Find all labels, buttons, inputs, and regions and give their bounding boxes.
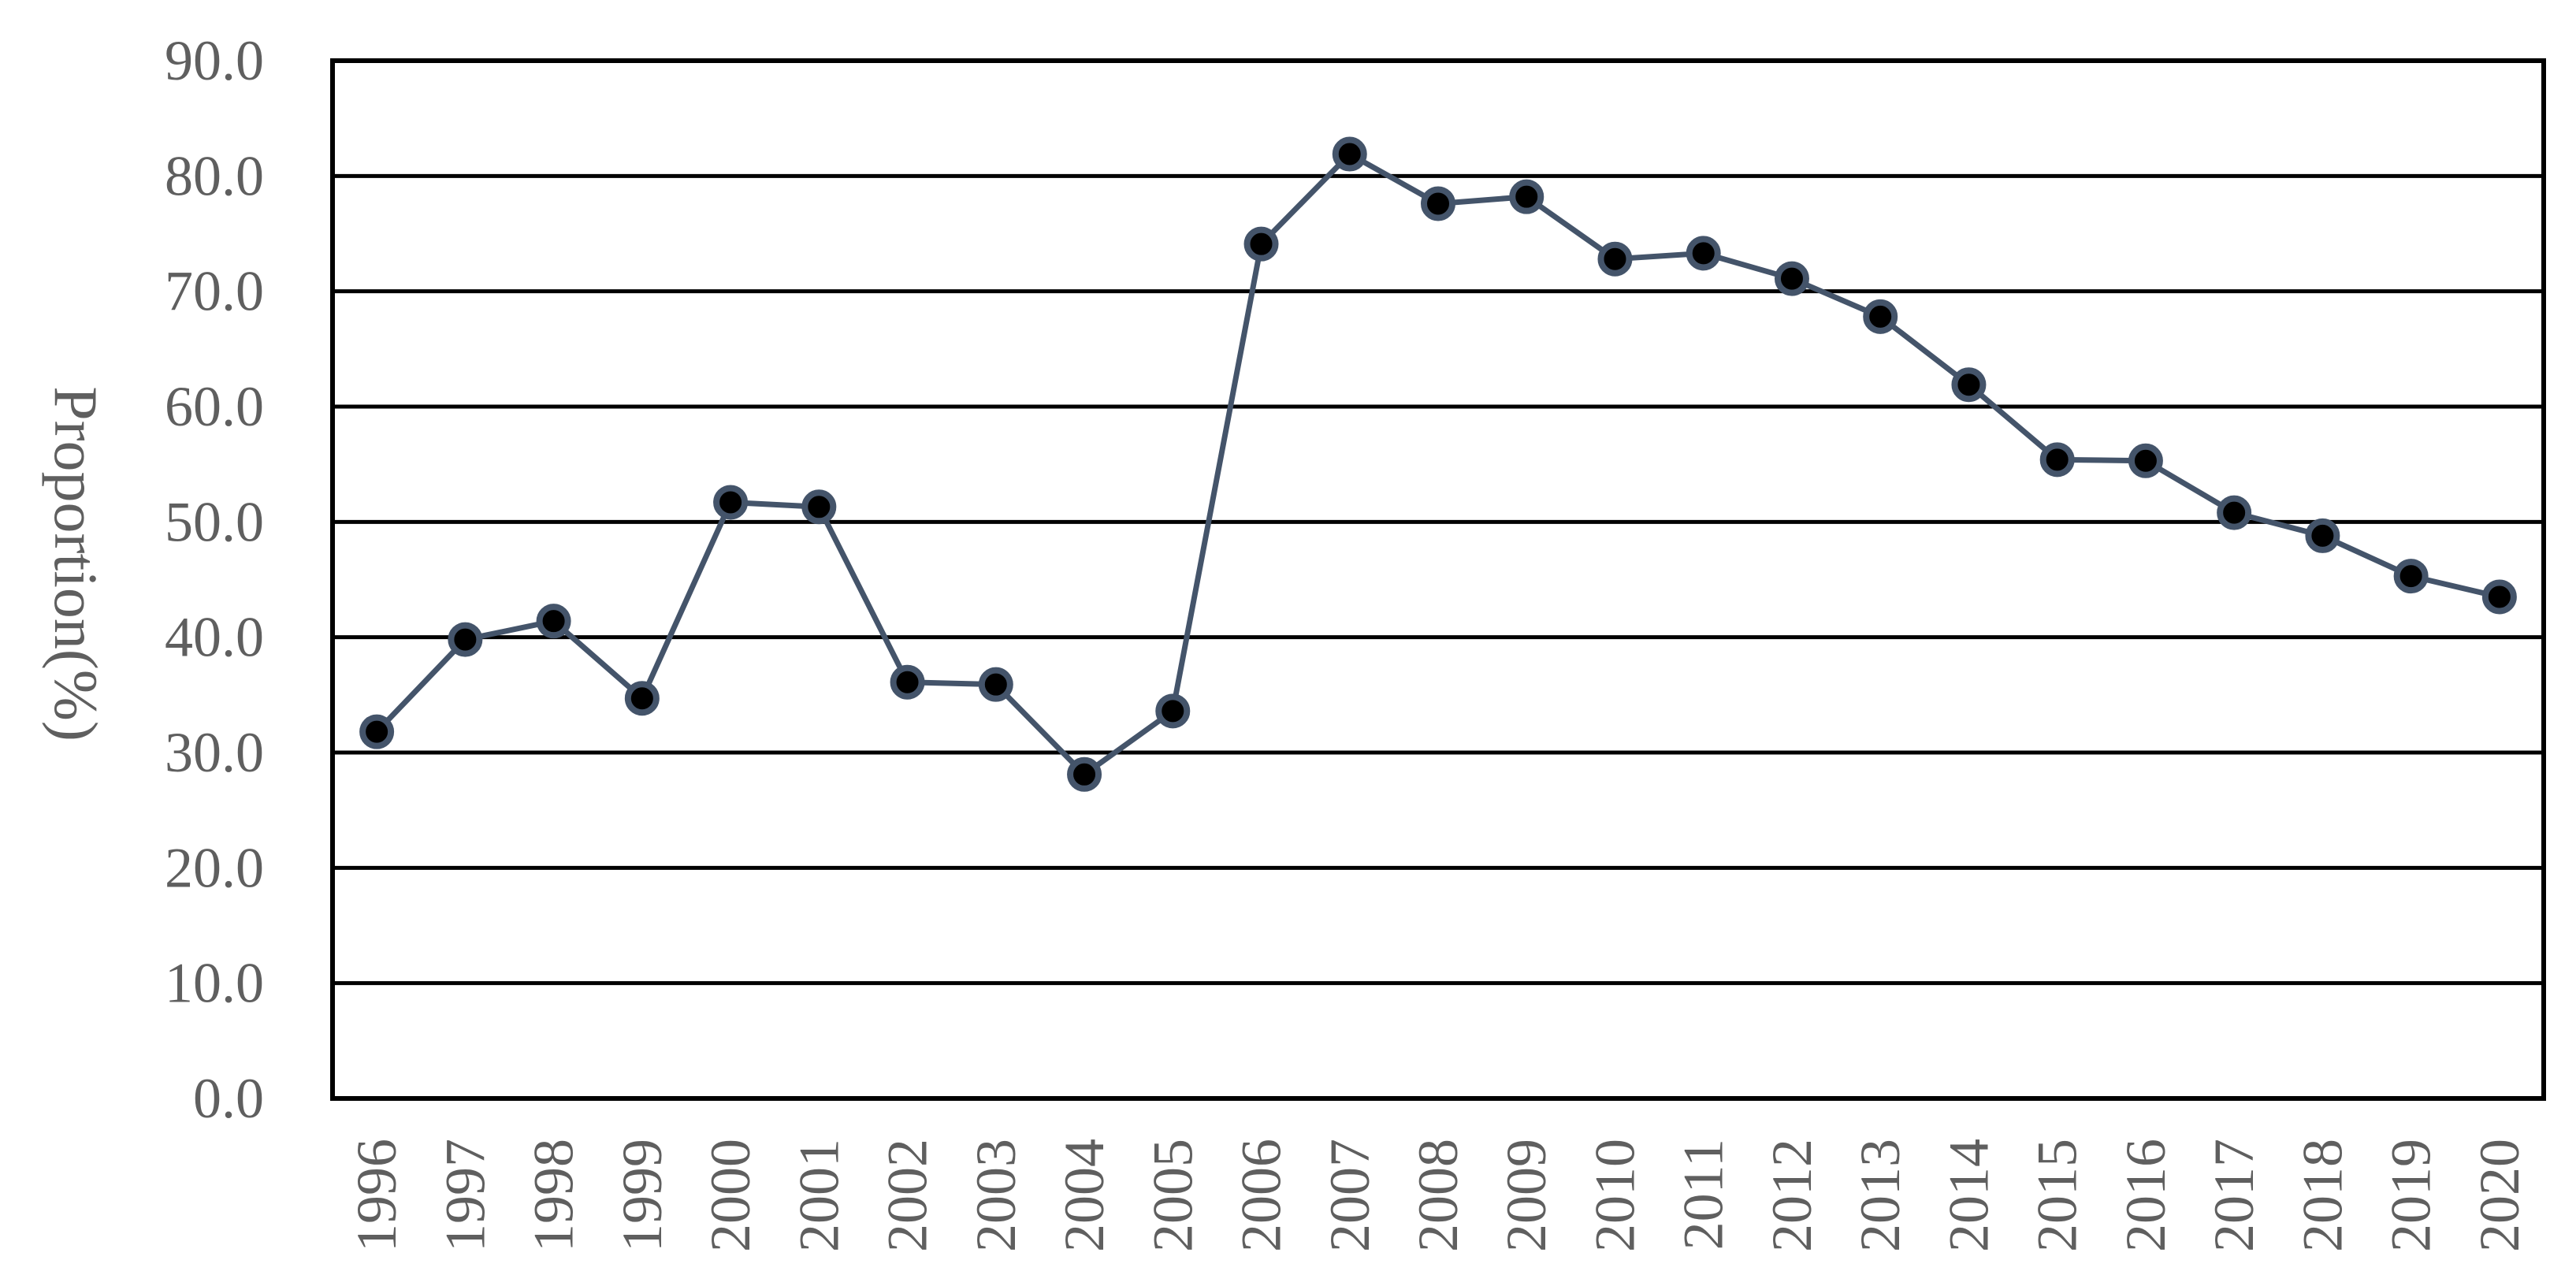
data-point (2128, 443, 2163, 478)
x-tick-label: 2008 (1407, 1139, 1470, 1252)
y-tick-label: 10.0 (165, 952, 264, 1015)
y-tick-label: 20.0 (165, 836, 264, 899)
y-tick-label: 0.0 (193, 1067, 264, 1130)
y-tick-label: 70.0 (165, 260, 264, 323)
data-point (1686, 236, 1721, 271)
data-point (801, 489, 837, 525)
data-point (2481, 579, 2517, 615)
y-tick-label: 90.0 (165, 29, 264, 92)
x-tick-label: 2013 (1849, 1139, 1912, 1252)
x-tick-label: 2014 (1937, 1139, 2000, 1252)
data-point (1421, 186, 1455, 221)
data-point (448, 622, 483, 657)
x-tick-label: 2010 (1583, 1139, 1646, 1252)
y-tick-label: 30.0 (165, 721, 264, 784)
x-tick-labels: 1996 1997 1998 1999 2000 2001 2002 2003 2004 2005… (345, 1139, 2531, 1252)
x-tick-label: 2018 (2291, 1139, 2354, 1252)
y-axis-title: Proportion(%) (42, 386, 110, 741)
data-point (1155, 693, 1191, 729)
x-tick-label: 2006 (1230, 1139, 1293, 1252)
x-tick-label: 2009 (1495, 1139, 1558, 1252)
data-point (536, 604, 571, 639)
data-point (2039, 442, 2075, 478)
data-point (1951, 367, 1987, 403)
data-point (2305, 518, 2340, 553)
data-point (1243, 226, 1279, 262)
x-tick-label: 2015 (2026, 1139, 2089, 1252)
x-tick-label: 1998 (522, 1139, 585, 1252)
x-tick-label: 1996 (345, 1139, 408, 1252)
x-tick-label: 2000 (699, 1139, 762, 1252)
plot-frame (330, 58, 2546, 1101)
gridlines (333, 173, 2544, 986)
data-point (1863, 299, 1898, 334)
y-tick-label: 40.0 (165, 606, 264, 669)
data-series (359, 136, 2517, 792)
x-tick-label: 1997 (433, 1139, 496, 1252)
data-point (1332, 136, 1367, 172)
x-tick-label: 2012 (1760, 1139, 1823, 1252)
y-tick-label: 60.0 (165, 375, 264, 438)
x-tick-label: 2002 (876, 1139, 939, 1252)
x-tick-label: 2005 (1141, 1139, 1204, 1252)
data-point (713, 485, 749, 520)
series-line (374, 151, 2500, 778)
data-point (978, 667, 1013, 702)
x-tick-label: 2011 (1672, 1139, 1735, 1250)
data-point (624, 681, 660, 716)
x-tick-label: 2020 (2468, 1139, 2531, 1252)
x-tick-label: 2016 (2114, 1139, 2177, 1252)
x-tick-label: 2003 (965, 1139, 1028, 1252)
data-point (1509, 179, 1544, 214)
x-tick-label: 2004 (1053, 1139, 1116, 1252)
data-point (1597, 241, 1633, 277)
x-tick-label: 2017 (2202, 1139, 2266, 1252)
data-point (890, 664, 925, 700)
data-point (1774, 261, 1809, 296)
data-point (2217, 495, 2252, 530)
x-tick-label: 2001 (787, 1139, 850, 1252)
data-point (2393, 559, 2429, 594)
data-point (359, 714, 395, 749)
y-tick-labels: 0.0 10.0 20.0 30.0 40.0 50.0 60.0 70.0 80.0 90.0 (165, 29, 264, 1130)
x-tick-label: 2007 (1318, 1139, 1381, 1252)
data-point (1067, 756, 1102, 792)
y-tick-label: 50.0 (165, 490, 264, 553)
y-tick-label: 80.0 (165, 144, 264, 207)
x-tick-label: 1999 (611, 1139, 674, 1252)
x-tick-label: 2019 (2380, 1139, 2443, 1252)
